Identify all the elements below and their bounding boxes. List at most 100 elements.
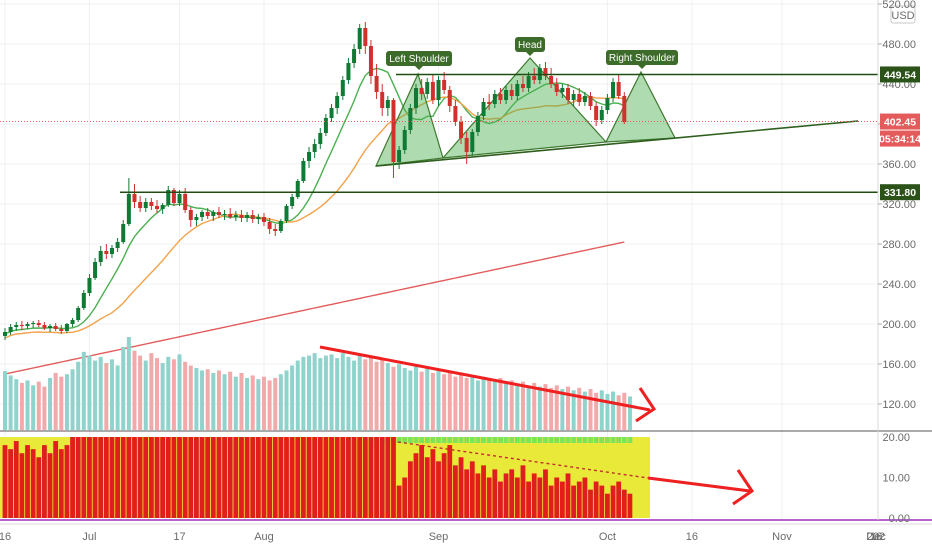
candle [81,290,86,310]
oscillator-red-bar [582,477,588,518]
price-tick-label: 520.00 [882,0,916,11]
oscillator-red-bar [92,437,98,518]
candle [155,200,160,213]
candle [126,178,131,226]
oscillator-red-bar [120,437,126,518]
volume-bar [475,380,480,430]
volume-bar [138,355,143,430]
countdown-tag-text: 05:34:14 [879,134,921,146]
oscillator-green-bar [447,437,453,443]
candle [149,198,154,210]
volume-bar [504,382,509,430]
oscillator-red-bar [8,449,14,518]
candle-body [245,215,250,218]
time-tick-label: Nov [772,531,792,543]
oscillator-red-bar [402,477,408,518]
oscillator-red-bar [323,437,329,518]
volume-bar [53,372,58,430]
oscillator-red-bar [548,485,554,518]
oscillator-red-bar [272,437,278,518]
oscillator-red-bar [160,437,166,518]
candle-body [419,88,424,94]
candle [357,24,362,54]
candle-body [402,130,407,150]
oscillator-red-bar [109,437,115,518]
candle-body [239,215,244,218]
candle-body [374,76,379,92]
oscillator-axis: 20.00 10.00 0.00 [882,432,910,525]
candle [166,186,171,207]
oscillator-green-bar [475,437,481,443]
head-label-pointer [526,52,534,56]
currency-badge[interactable] [890,5,916,24]
candle-body [307,152,312,161]
candle [397,146,402,169]
oscillator-green-bar [576,437,582,443]
candle-body [453,106,458,122]
oscillator-red-bar [362,437,368,518]
oscillator-red-bar [233,437,239,518]
volume-bar [464,377,469,430]
candle-body [532,76,537,80]
candle-body [278,221,283,231]
moving-averages [4,67,625,375]
oscillator-red-bar [171,437,177,518]
volume-bar [250,375,255,430]
candle [504,86,509,104]
oscillator-red-bar [53,441,59,518]
oscillator-red-bar [588,489,593,518]
volume-bar [571,390,576,430]
volume-bar [155,358,160,430]
candle [475,112,480,136]
oscillator-red-bar [621,489,627,518]
oscillator-green-bar [402,437,408,443]
candle [481,98,486,120]
volume-bar [459,372,464,430]
volume-bar [616,395,621,430]
candle-body [132,194,137,202]
candle-body [48,326,53,328]
volume-bar [98,356,103,430]
volume-bar [520,381,525,430]
candle-body [577,94,582,102]
candle [36,320,41,327]
candle [459,116,464,144]
oscillator-red-bar [255,437,261,518]
volume-bar [436,369,441,430]
oscillator-red-bar [531,473,537,518]
candle [42,322,47,330]
volume-bar [42,386,47,430]
oscillator-red-bar [2,445,8,518]
price-tags: 449.54 402.45 05:34:14 331.80 [879,66,921,201]
candle [25,322,30,329]
candle-body [329,108,334,118]
volume-bar [509,380,514,430]
candle [566,84,570,104]
candle-body [115,242,120,248]
oscillator-green-bar [407,437,413,443]
candle-body [93,262,98,278]
candle-body [498,94,503,100]
oscillator-green-bar [599,437,605,443]
volume-bar [160,363,165,430]
oscillator-red-bar [244,437,250,518]
candle-body [233,215,238,217]
oscillator-red-bar [58,449,64,518]
volume-bar [36,381,41,430]
volume-bar [402,368,407,430]
oscillator-red-bar [132,437,137,518]
candle [335,92,340,114]
candle [98,246,103,266]
candle [70,318,75,327]
candle-body [155,206,160,209]
candle-body [346,63,351,80]
oscillator-red-bar [368,437,374,518]
volume-bar [425,368,430,430]
candle [374,64,379,99]
left-shoulder-label-pointer [415,66,423,70]
candle-body [143,202,148,208]
volume-bar [543,384,548,430]
oscillator-green-bar [554,437,560,443]
